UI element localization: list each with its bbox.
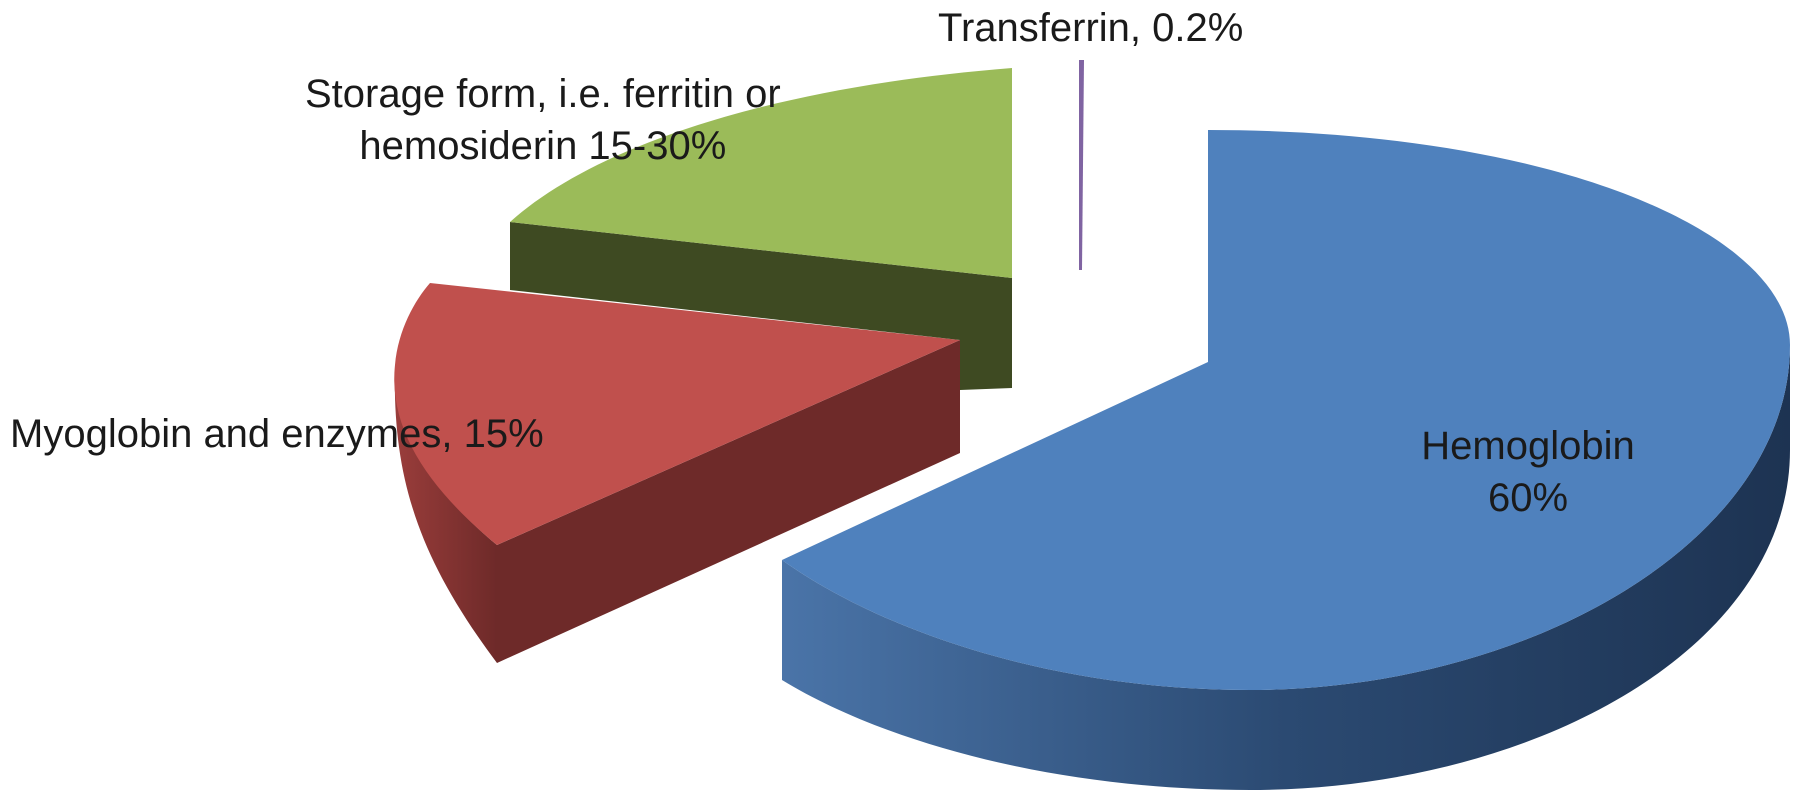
- slice-hemoglobin-side: [782, 345, 1790, 790]
- slice-hemoglobin-top: [782, 130, 1790, 690]
- slice-transferrin-top: [1079, 60, 1084, 270]
- data-label-myoglobin: Myoglobin and enzymes, 15%: [10, 408, 544, 460]
- slice-myoglobin-top: [394, 283, 960, 545]
- data-label-storage-line1: Storage form, i.e. ferritin or: [305, 72, 781, 116]
- data-label-hemoglobin: Hemoglobin 60%: [1421, 420, 1634, 524]
- data-label-storage: Storage form, i.e. ferritin or hemosider…: [305, 68, 781, 172]
- slice-storage: [510, 68, 1012, 390]
- slice-storage-top: [510, 68, 1012, 278]
- data-label-hemoglobin-line1: Hemoglobin: [1421, 424, 1635, 468]
- data-label-hemoglobin-line2: 60%: [1487, 476, 1569, 520]
- slice-myoglobin-side-rim: [394, 365, 497, 663]
- slice-myoglobin-side-face: [497, 340, 960, 663]
- data-label-storage-line2: hemosiderin 15-30%: [359, 124, 727, 168]
- slice-transferrin: [1079, 60, 1084, 270]
- data-label-transferrin: Transferrin, 0.2%: [938, 2, 1243, 54]
- data-label-transferrin-line1: Transferrin, 0.2%: [938, 6, 1244, 50]
- slice-myoglobin: [394, 283, 960, 663]
- data-label-myoglobin-line1: Myoglobin and enzymes, 15%: [10, 412, 544, 456]
- slice-hemoglobin: [782, 130, 1790, 790]
